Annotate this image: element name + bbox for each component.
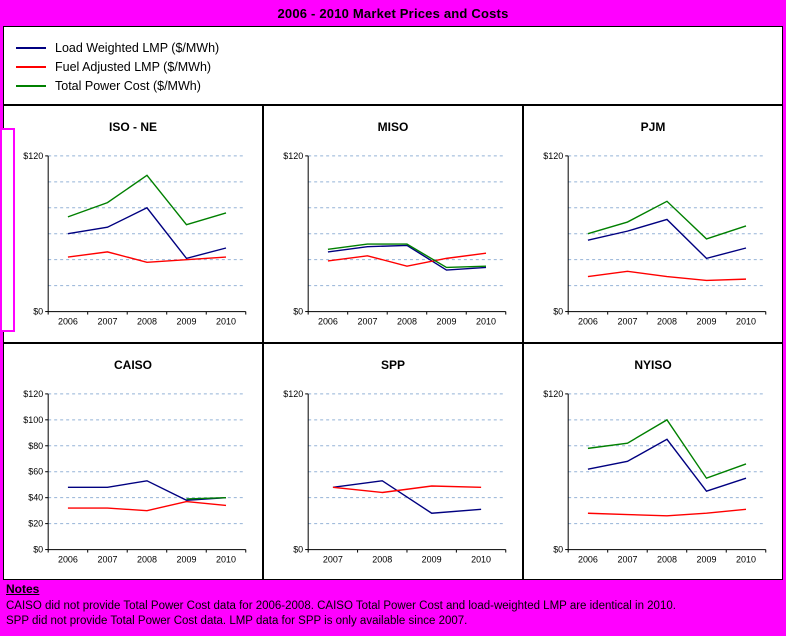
charts-grid: ISO - NE $0 $120 2006 2007 2008 2009 2010 MISO…: [3, 105, 783, 580]
selection-handle-artifact: [0, 128, 15, 332]
legend: Load Weighted LMP ($/MWh) Fuel Adjusted …: [3, 26, 783, 105]
svg-text:2008: 2008: [397, 317, 417, 327]
legend-item-label: Fuel Adjusted LMP ($/MWh): [55, 59, 212, 74]
fuel-adjusted-lmp-line-icon: [16, 65, 46, 68]
chart-spp: SPP $0 $120 2007 2008 2009 2010: [263, 342, 523, 580]
svg-text:$120: $120: [23, 151, 43, 161]
svg-text:2010: 2010: [216, 317, 236, 327]
legend-item-fuel-adjusted-lmp: Fuel Adjusted LMP ($/MWh): [16, 57, 782, 76]
svg-text:$120: $120: [283, 151, 303, 161]
svg-text:2010: 2010: [476, 317, 496, 327]
legend-item-label: Load Weighted LMP ($/MWh): [55, 40, 220, 55]
notes-section: Notes CAISO did not provide Total Power …: [6, 582, 782, 629]
chart-pjm: PJM $0 $120 2006 2007 2008 2009 2010: [523, 105, 783, 343]
svg-text:2008: 2008: [137, 554, 157, 564]
svg-text:2007: 2007: [97, 317, 117, 327]
svg-text:2008: 2008: [137, 317, 157, 327]
chart-caiso: CAISO $0 $20 $40 $60 $80 $100 $120 2006 2007 2008…: [3, 342, 263, 580]
legend-item-total-power-cost: Total Power Cost ($/MWh): [16, 76, 782, 95]
svg-text:$0: $0: [293, 307, 303, 317]
svg-text:2007: 2007: [617, 317, 637, 327]
svg-text:$120: $120: [23, 388, 43, 398]
chart-plot-spp: $0 $120 2007 2008 2009 2010: [283, 388, 507, 564]
svg-text:2007: 2007: [97, 554, 117, 564]
svg-text:$80: $80: [28, 440, 43, 450]
svg-text:2010: 2010: [736, 317, 756, 327]
svg-text:$0: $0: [33, 307, 43, 317]
chart-nyiso: NYISO $0 $120 2006 2007 2008 2009 2010: [523, 342, 783, 580]
chart-plot-pjm: $0 $120 2006 2007 2008 2009 2010: [543, 151, 767, 327]
notes-heading: Notes: [6, 582, 40, 596]
svg-text:2008: 2008: [372, 554, 392, 564]
page-title: 2006 - 2010 Market Prices and Costs: [277, 5, 509, 21]
legend-item-label: Total Power Cost ($/MWh): [55, 78, 201, 93]
chart-plot-miso: $0 $120 2006 2007 2008 2009 2010: [283, 151, 507, 327]
total-power-cost-line-icon: [16, 84, 46, 87]
svg-text:2009: 2009: [697, 554, 717, 564]
svg-text:2006: 2006: [578, 317, 598, 327]
chart-title: SPP: [380, 357, 405, 372]
chart-plot-iso-ne: $0 $120 2006 2007 2008 2009 2010: [23, 151, 247, 327]
load-weighted-lmp-line-icon: [16, 46, 46, 49]
svg-text:$20: $20: [28, 518, 43, 528]
svg-text:$100: $100: [23, 414, 43, 424]
chart-title: CAISO: [113, 357, 152, 372]
chart-title: PJM: [640, 120, 666, 134]
svg-text:$0: $0: [293, 544, 303, 554]
svg-text:2008: 2008: [657, 317, 677, 327]
legend-item-load-weighted-lmp: Load Weighted LMP ($/MWh): [16, 38, 782, 57]
svg-text:2007: 2007: [617, 554, 637, 564]
svg-text:$0: $0: [553, 307, 563, 317]
svg-text:$120: $120: [543, 388, 563, 398]
chart-plot-nyiso: $0 $120 2006 2007 2008 2009 2010: [543, 388, 767, 564]
svg-text:2006: 2006: [58, 317, 78, 327]
svg-text:2009: 2009: [177, 554, 197, 564]
svg-text:2007: 2007: [323, 554, 343, 564]
chart-title: ISO - NE: [108, 120, 157, 134]
svg-text:2006: 2006: [318, 317, 338, 327]
svg-text:$120: $120: [543, 151, 563, 161]
svg-text:2009: 2009: [697, 317, 717, 327]
chart-miso: MISO $0 $120 2006 2007 2008 2009 2010: [263, 105, 523, 343]
chart-plot-caiso: $0 $20 $40 $60 $80 $100 $120 2006 2007 2008 2009 20…: [23, 388, 247, 564]
chart-iso-ne: ISO - NE $0 $120 2006 2007 2008 2009 2010: [3, 105, 263, 343]
chart-title: NYISO: [634, 357, 672, 372]
svg-text:2010: 2010: [471, 554, 491, 564]
svg-text:$60: $60: [28, 466, 43, 476]
svg-text:2006: 2006: [58, 554, 78, 564]
svg-text:$0: $0: [33, 544, 43, 554]
notes-line-2: SPP did not provide Total Power Cost dat…: [6, 615, 468, 627]
svg-text:2007: 2007: [357, 317, 377, 327]
svg-text:2009: 2009: [177, 317, 197, 327]
svg-text:2009: 2009: [437, 317, 457, 327]
svg-text:2009: 2009: [422, 554, 442, 564]
svg-text:$120: $120: [283, 388, 303, 398]
svg-text:$0: $0: [553, 544, 563, 554]
svg-text:2010: 2010: [736, 554, 756, 564]
chart-title: MISO: [377, 120, 409, 134]
svg-text:2010: 2010: [216, 554, 236, 564]
svg-text:$40: $40: [28, 492, 43, 502]
notes-line-1: CAISO did not provide Total Power Cost d…: [6, 600, 676, 612]
svg-text:2006: 2006: [578, 554, 598, 564]
svg-text:2008: 2008: [657, 554, 677, 564]
